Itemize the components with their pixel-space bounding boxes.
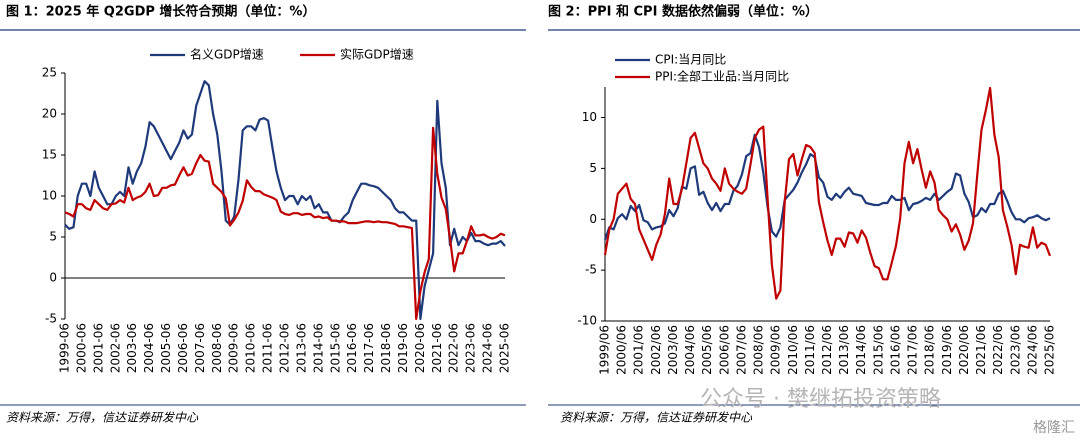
x-tick-label: 2014-06	[311, 323, 325, 373]
x-tick-label: 2006-06	[176, 323, 190, 373]
x-tick-label: 2000/06	[615, 325, 629, 375]
x-tick-label: 2025-06	[498, 323, 512, 373]
legend-label: CPI:当月同比	[655, 53, 726, 67]
x-tick-label: 2020-06	[413, 323, 427, 373]
series-line	[64, 126, 506, 321]
x-tick-label: 2012-06	[278, 323, 292, 373]
x-tick-label: 2003-06	[125, 323, 139, 373]
y-tick-label: -5	[45, 312, 57, 326]
legend-label: 名义GDP增速	[190, 47, 264, 62]
x-tick-label: 1999/06	[598, 325, 612, 375]
x-tick-label: 2016/06	[888, 325, 902, 375]
x-tick-label: 2021-06	[430, 323, 444, 373]
y-tick-label: 10	[582, 110, 597, 124]
x-tick-label: 2007/06	[734, 325, 748, 375]
logo: 格隆汇	[1033, 420, 1075, 436]
x-tick-label: 2015/06	[871, 325, 885, 375]
x-tick-label: 2004/06	[683, 325, 697, 375]
x-tick-label: 2013-06	[294, 323, 308, 373]
x-tick-label: 2000-06	[74, 323, 88, 373]
x-tick-label: 2018/06	[923, 325, 937, 375]
x-tick-label: 1999-06	[58, 323, 72, 373]
y-tick-label: 5	[589, 161, 597, 175]
x-tick-label: 2019/06	[940, 325, 954, 375]
x-tick-label: 2003/06	[666, 325, 680, 375]
x-tick-label: 2010/06	[786, 325, 800, 375]
legend-label: PPI:全部工业品:当月同比	[655, 69, 789, 84]
source: 资料来源：万得，信达证券研发中心	[6, 411, 199, 425]
chart-title: 图 2：PPI 和 CPI 数据依然偏弱（单位：%）	[548, 4, 818, 20]
x-tick-label: 2011-06	[261, 323, 275, 373]
x-tick-label: 2001/06	[632, 325, 646, 375]
x-tick-label: 2008-06	[210, 323, 224, 373]
x-tick-label: 2002-06	[108, 323, 122, 373]
x-tick-label: 2022-06	[447, 323, 461, 373]
x-tick-label: 2014/06	[854, 325, 868, 375]
x-tick-label: 2020/06	[957, 325, 971, 375]
y-tick-label: 0	[49, 271, 57, 285]
x-tick-label: 2015-06	[328, 323, 342, 373]
x-tick-label: 2024-06	[481, 323, 495, 373]
x-tick-label: 2006/06	[717, 325, 731, 375]
x-tick-label: 2010-06	[244, 323, 258, 373]
y-tick-label: 20	[42, 107, 57, 121]
x-tick-label: 2022/06	[991, 325, 1005, 375]
x-tick-label: 2012/06	[820, 325, 834, 375]
x-tick-label: 2001-06	[91, 323, 105, 373]
y-tick-label: 5	[49, 230, 57, 244]
x-tick-label: 2023-06	[464, 323, 478, 373]
x-tick-label: 2009/06	[769, 325, 783, 375]
chart-title: 图 1：2025 年 Q2GDP 增长符合预期（单位：%）	[6, 4, 315, 20]
x-tick-label: 2005-06	[159, 323, 173, 373]
y-tick-label: 10	[42, 189, 57, 203]
x-tick-label: 2004-06	[142, 323, 156, 373]
legend-label: 实际GDP增速	[340, 47, 414, 62]
y-tick-label: 15	[42, 148, 57, 162]
x-tick-label: 2023/06	[1008, 325, 1022, 375]
x-tick-label: 2021/06	[974, 325, 988, 375]
series-line	[64, 80, 506, 321]
x-tick-label: 2002/06	[649, 325, 663, 375]
x-tick-label: 2011/06	[803, 325, 817, 375]
x-tick-label: 2018-06	[379, 323, 393, 373]
x-tick-label: 2025/06	[1043, 325, 1057, 375]
y-tick-label: 0	[589, 212, 597, 226]
y-tick-label: 25	[42, 66, 57, 80]
x-tick-label: 2019-06	[396, 323, 410, 373]
x-tick-label: 2024/06	[1025, 325, 1039, 375]
x-tick-label: 2009-06	[227, 323, 241, 373]
series-line	[603, 86, 1052, 300]
y-tick-label: -5	[585, 263, 597, 277]
x-tick-label: 2016-06	[345, 323, 359, 373]
y-tick-label: -10	[577, 314, 597, 328]
x-tick-label: 2017/06	[906, 325, 920, 375]
source: 资料来源：万得，信达证券研发中心	[560, 411, 753, 425]
x-tick-label: 2008/06	[752, 325, 766, 375]
x-tick-label: 2007-06	[193, 323, 207, 373]
x-tick-label: 2005/06	[700, 325, 714, 375]
watermark: 公众号 · 樊继拓投资策略	[700, 387, 941, 412]
x-tick-label: 2017-06	[362, 323, 376, 373]
x-tick-label: 2013/06	[837, 325, 851, 375]
